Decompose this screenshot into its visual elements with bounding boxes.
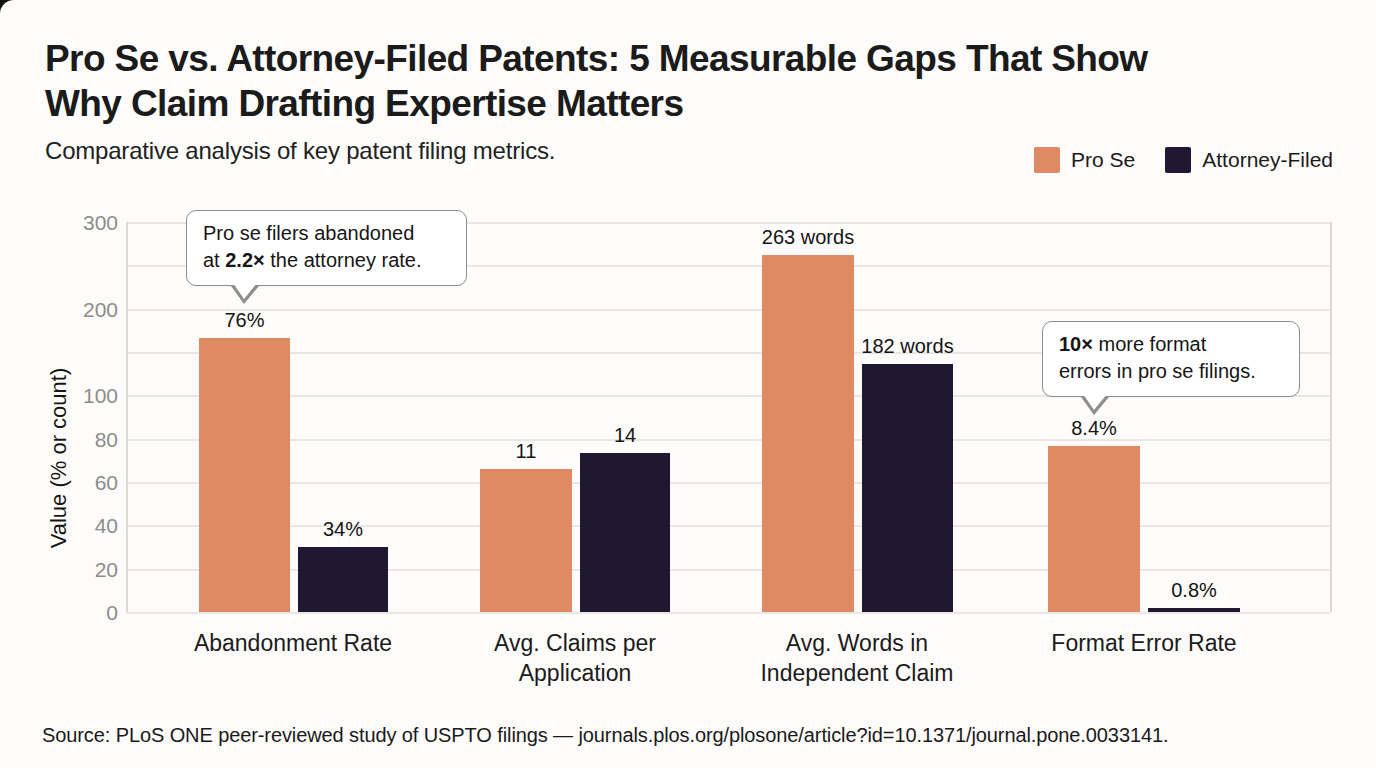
y-gridline (126, 439, 1330, 441)
bar-attorney-filed (580, 453, 670, 612)
y-tick-label: 20 (30, 558, 118, 582)
callout-format-errors: 10× more format errors in pro se filings… (1042, 321, 1300, 397)
y-tick-label: 200 (30, 298, 118, 322)
bar-value-label: 11 (516, 439, 537, 463)
legend-swatch-icon (1165, 147, 1191, 173)
page-title: Pro Se vs. Attorney-Filed Patents: 5 Mea… (45, 36, 1148, 126)
bar-attorney-filed (1148, 608, 1240, 612)
callout-tail-fill (1083, 394, 1107, 410)
bar-attorney-filed (862, 364, 953, 612)
callout-text-segment: 2.2× (225, 249, 264, 271)
callout-tail-fill (233, 283, 257, 299)
y-gridline (126, 482, 1330, 484)
bar-value-label: 76% (224, 308, 264, 332)
y-tick-label: 60 (30, 471, 118, 495)
plot-left-border (126, 222, 128, 612)
bar-pro-se (762, 255, 854, 612)
title-line-2: Why Claim Drafting Expertise Matters (45, 83, 683, 124)
callout-abandonment: Pro se filers abandoned at 2.2× the atto… (186, 210, 467, 286)
bar-value-label: 8.4% (1071, 416, 1117, 440)
bar-value-label: 34% (323, 517, 363, 541)
bar-pro-se (1048, 446, 1140, 612)
y-gridline (126, 525, 1330, 527)
x-category-label: Avg. Claims per Application (415, 628, 735, 688)
bar-pro-se (480, 469, 572, 612)
legend-label: Pro Se (1071, 148, 1135, 172)
y-gridline (126, 309, 1330, 311)
top-left-corner-artifact (0, 0, 14, 14)
legend-item-pro-se: Pro Se (1034, 147, 1135, 173)
y-tick-label: 40 (30, 514, 118, 538)
legend-label: Attorney-Filed (1202, 148, 1333, 172)
bar-value-label: 0.8% (1171, 578, 1217, 602)
x-category-label: Abandonment Rate (133, 628, 453, 658)
legend-item-attorney-filed: Attorney-Filed (1165, 147, 1333, 173)
legend-swatch-icon (1034, 147, 1060, 173)
callout-text-segment: the attorney rate. (265, 249, 422, 271)
callout-text-segment: 10× (1059, 333, 1093, 355)
y-tick-label: 80 (30, 428, 118, 452)
y-tick-label: 300 (30, 211, 118, 235)
bar-pro-se (199, 338, 290, 612)
bar-value-label: 182 words (861, 334, 953, 358)
bar-value-label: 14 (614, 423, 636, 447)
source-note: Source: PLoS ONE peer-reviewed study of … (42, 724, 1168, 747)
bar-value-label: 263 words (762, 225, 854, 249)
y-tick-label: 0 (30, 601, 118, 625)
chart-subtitle: Comparative analysis of key patent filin… (45, 137, 555, 165)
plot-right-border (1330, 222, 1332, 612)
title-line-1: Pro Se vs. Attorney-Filed Patents: 5 Mea… (45, 38, 1148, 79)
x-category-label: Avg. Words in Independent Claim (697, 628, 1017, 688)
chart-infographic: Pro Se vs. Attorney-Filed Patents: 5 Mea… (0, 0, 1376, 768)
x-category-label: Format Error Rate (984, 628, 1304, 658)
y-gridline (126, 612, 1330, 614)
y-tick-label: 100 (30, 384, 118, 408)
bar-attorney-filed (298, 547, 388, 612)
legend: Pro Se Attorney-Filed (1034, 147, 1333, 173)
